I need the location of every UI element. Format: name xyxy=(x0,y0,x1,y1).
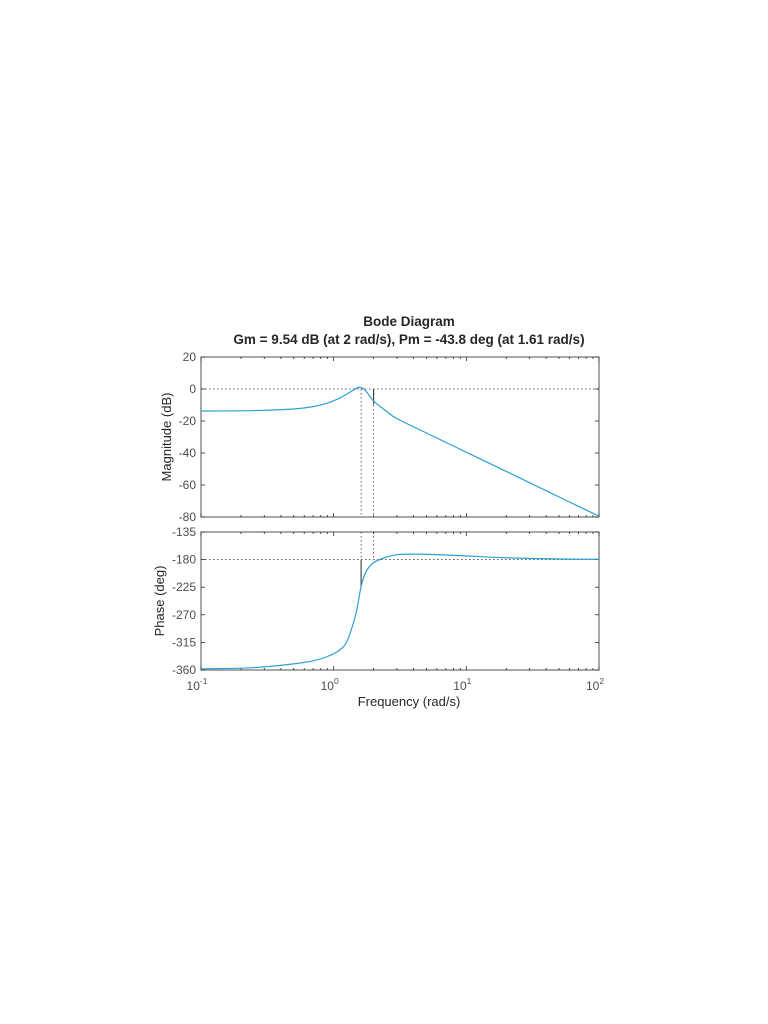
x-tick-label: 10-1 xyxy=(187,676,208,693)
x-tick-label: 101 xyxy=(453,676,471,693)
phase-ytick-label: -270 xyxy=(172,608,196,622)
magnitude-x-ticks xyxy=(200,357,600,517)
x-tick-labels: 10-1 100 101 102 xyxy=(187,676,605,693)
phase-ytick-label: -135 xyxy=(172,525,196,539)
magnitude-series-line xyxy=(200,386,600,517)
chart-subtitle: Gm = 9.54 dB (at 2 rad/s), Pm = -43.8 de… xyxy=(233,332,584,347)
magnitude-ytick-label: -80 xyxy=(179,510,197,524)
magnitude-y-ticks: 20 0 -20 -40 -60 -80 xyxy=(179,350,599,524)
phase-ytick-label: -225 xyxy=(172,580,196,594)
magnitude-ytick-label: -20 xyxy=(179,414,197,428)
phase-axes-box xyxy=(200,531,600,671)
x-axis-label: Frequency (rad/s) xyxy=(358,694,461,709)
magnitude-ytick-label: -60 xyxy=(179,478,197,492)
magnitude-plot: 20 0 -20 -40 -60 -80 Magnitude (dB) xyxy=(159,350,600,524)
phase-series-line xyxy=(200,553,600,670)
x-tick-base: 10 xyxy=(586,679,600,693)
magnitude-ytick-label: 0 xyxy=(189,382,196,396)
phase-reference-lines xyxy=(201,532,599,587)
x-tick-exponent: 1 xyxy=(467,676,472,686)
x-tick-label: 100 xyxy=(321,676,339,693)
x-tick-label: 102 xyxy=(586,676,604,693)
magnitude-ytick-label: -40 xyxy=(179,446,197,460)
phase-y-ticks: -135 -180 -225 -270 -315 -360 xyxy=(172,525,599,677)
phase-ytick-label: -360 xyxy=(172,663,196,677)
x-tick-exponent: -1 xyxy=(200,676,208,686)
phase-ylabel: Phase (deg) xyxy=(152,566,167,637)
phase-plot: -135 -180 -225 -270 -315 -360 Phase (deg) xyxy=(152,525,600,677)
phase-ytick-label: -180 xyxy=(172,553,196,567)
x-tick-base: 10 xyxy=(187,679,201,693)
x-tick-base: 10 xyxy=(321,679,335,693)
magnitude-axes-box xyxy=(200,356,600,518)
chart-title: Bode Diagram xyxy=(363,314,455,329)
phase-ytick-label: -315 xyxy=(172,635,196,649)
x-tick-base: 10 xyxy=(453,679,467,693)
magnitude-ytick-label: 20 xyxy=(183,350,197,364)
x-tick-exponent: 2 xyxy=(599,676,604,686)
magnitude-ylabel: Magnitude (dB) xyxy=(159,393,174,482)
x-tick-exponent: 0 xyxy=(334,676,339,686)
